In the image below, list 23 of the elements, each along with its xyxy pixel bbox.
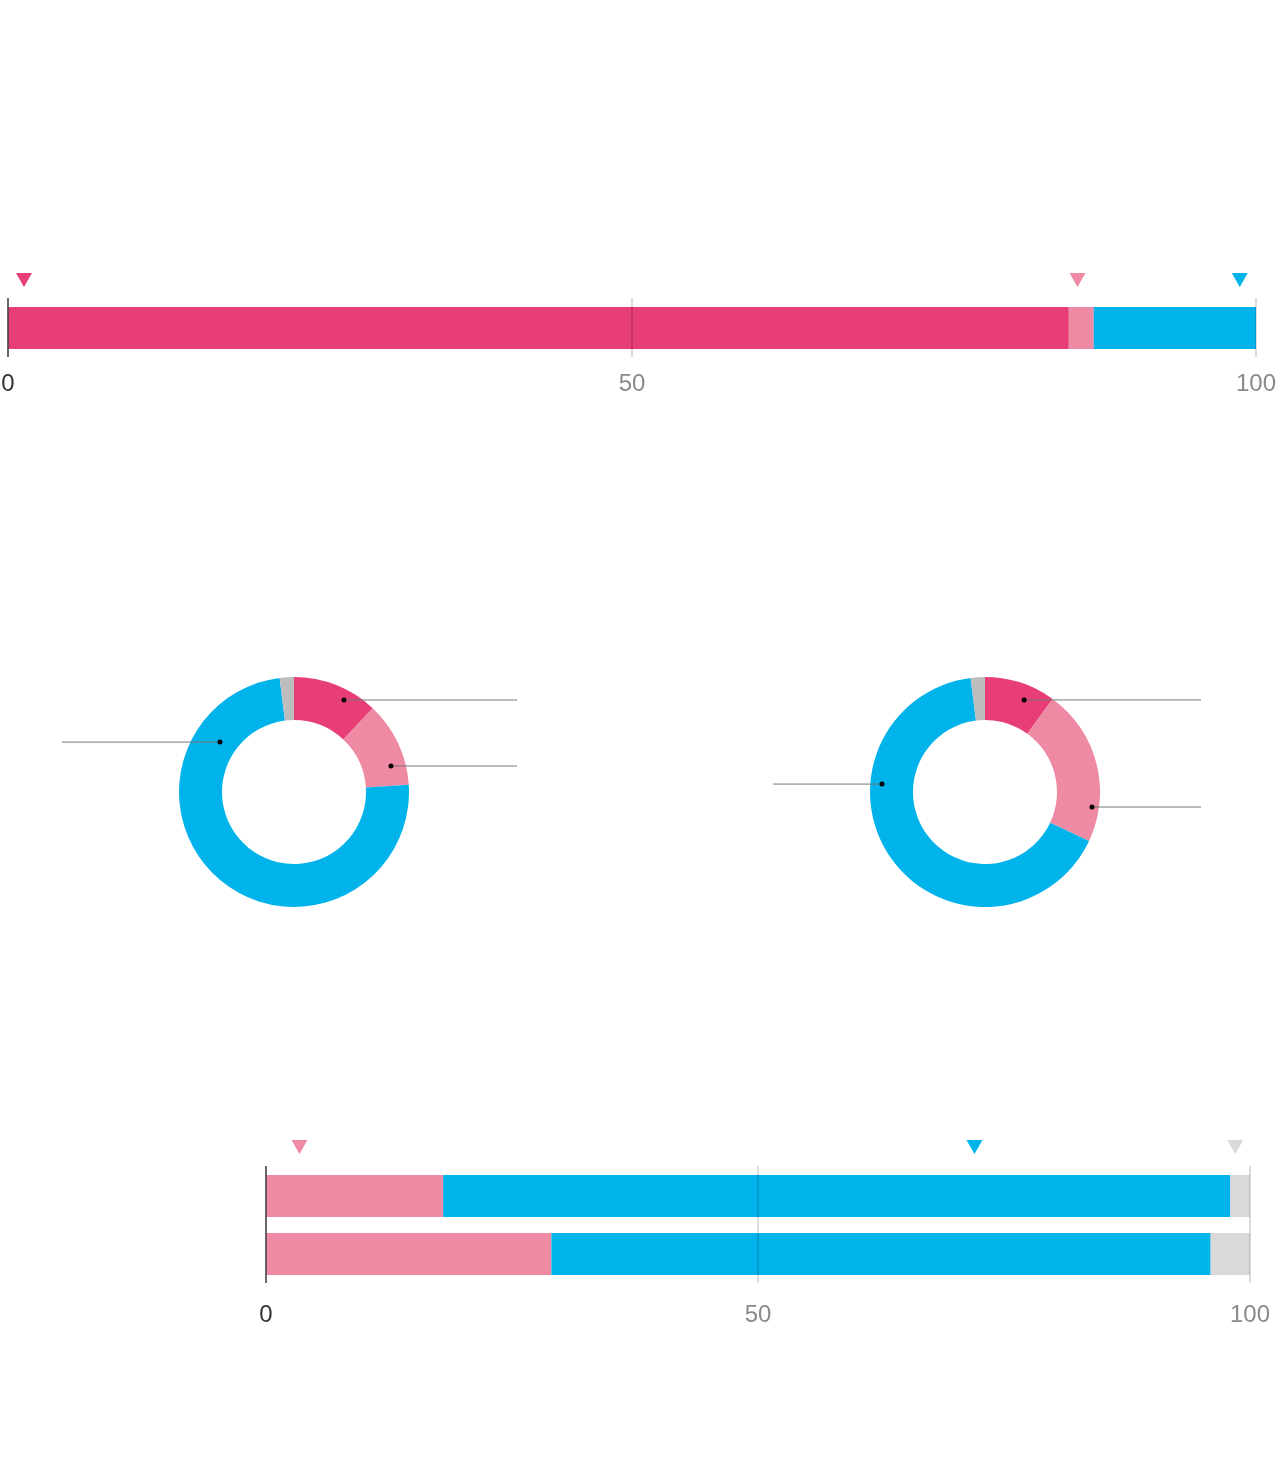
x-tick-label: 50	[744, 1300, 772, 1327]
donut-slice	[179, 677, 409, 907]
bar	[1093, 307, 1256, 349]
donut-slice	[970, 677, 985, 721]
x-tick-label: 50	[618, 369, 646, 396]
x-tick-label: 100	[1229, 1300, 1271, 1327]
donut-slice	[870, 677, 1090, 907]
x-tick-label: 100	[1235, 369, 1277, 396]
bar	[266, 1233, 552, 1275]
x-tick-label: 0	[1, 369, 15, 396]
bar	[443, 1175, 1231, 1217]
donut-slice	[1027, 698, 1100, 841]
bar	[8, 307, 1069, 349]
x-tick-label: 0	[259, 1300, 273, 1327]
bar	[1068, 307, 1094, 349]
bar	[551, 1233, 1211, 1275]
donut-slice	[294, 677, 373, 740]
donut-slice	[343, 708, 409, 788]
bar	[266, 1175, 444, 1217]
donut-slice	[985, 677, 1053, 734]
bar	[1230, 1175, 1250, 1217]
bar	[1210, 1233, 1250, 1275]
donut-slice	[279, 677, 294, 721]
